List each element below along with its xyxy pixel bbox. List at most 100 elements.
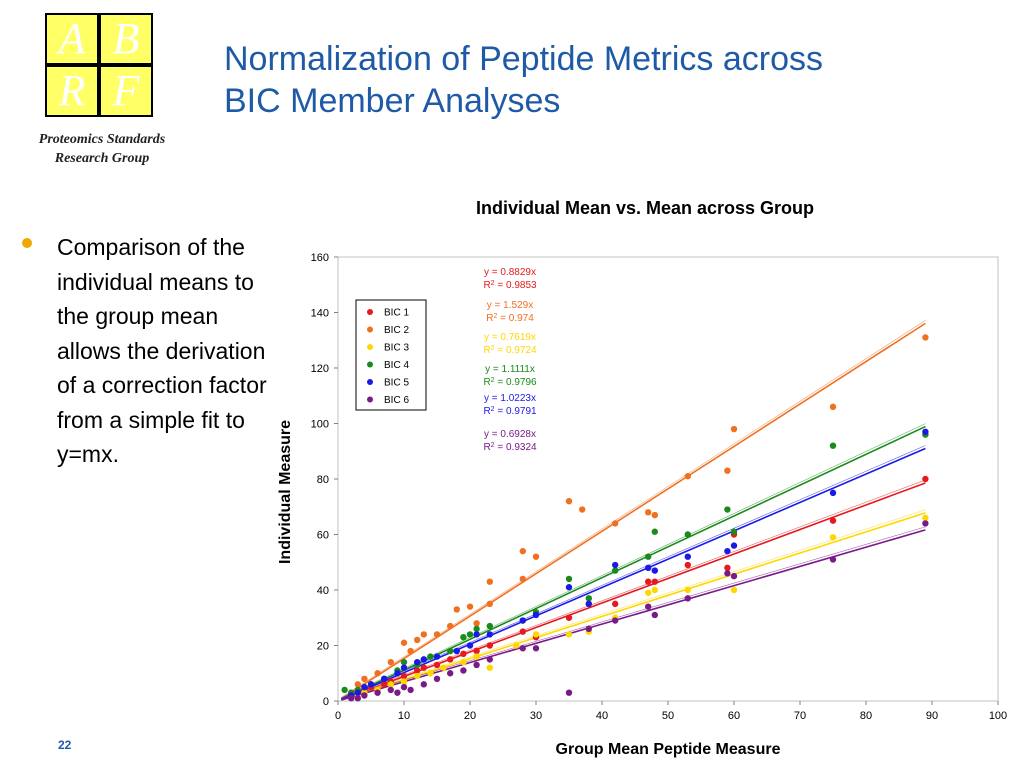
data-point	[922, 514, 929, 522]
data-point	[565, 689, 573, 696]
data-point	[730, 572, 738, 580]
data-point	[730, 586, 738, 594]
data-point	[354, 695, 361, 702]
data-point	[612, 561, 619, 569]
data-point	[473, 620, 480, 627]
data-point	[354, 681, 361, 688]
data-point	[565, 631, 573, 638]
data-point	[519, 547, 526, 555]
data-point	[486, 631, 493, 638]
y-tick-label: 80	[317, 474, 329, 486]
data-point	[381, 675, 388, 682]
legend-label: BIC 1	[384, 308, 409, 319]
data-point	[433, 631, 441, 638]
y-tick-label: 40	[317, 585, 329, 597]
data-point	[420, 656, 427, 663]
data-point	[651, 578, 658, 585]
data-point	[585, 600, 592, 608]
data-point	[361, 683, 368, 691]
data-point	[447, 647, 454, 655]
logo-caption-line: Proteomics Standards	[38, 132, 166, 147]
data-point	[645, 509, 652, 516]
data-point	[486, 600, 493, 608]
slide-title-line: BIC Member Analyses	[224, 82, 561, 120]
data-point	[645, 589, 652, 596]
y-tick-label: 120	[311, 363, 329, 375]
data-point	[684, 595, 691, 602]
equation-label: y = 1.529x	[487, 300, 533, 311]
data-point	[829, 556, 837, 563]
data-point	[460, 633, 467, 641]
data-point	[447, 656, 454, 663]
x-axis-label: Group Mean Peptide Measure	[556, 741, 781, 758]
data-point	[724, 506, 731, 513]
data-point	[829, 403, 837, 411]
data-point	[612, 617, 619, 624]
data-point	[730, 542, 738, 549]
data-point	[565, 498, 573, 505]
y-tick-label: 160	[311, 252, 329, 264]
data-point	[519, 628, 526, 635]
data-point	[565, 575, 573, 583]
x-tick-label: 80	[860, 710, 872, 722]
data-point	[473, 653, 480, 660]
data-point	[730, 528, 738, 535]
logo-letter: F	[101, 67, 151, 115]
data-point	[645, 553, 652, 560]
legend-marker	[367, 379, 373, 385]
trendline	[341, 529, 926, 701]
data-point	[730, 425, 738, 433]
data-point	[612, 567, 619, 574]
data-point	[400, 683, 408, 691]
y-axis-label: Individual Measure	[277, 420, 294, 564]
data-point	[354, 689, 361, 696]
data-point	[367, 681, 375, 688]
data-point	[453, 647, 460, 655]
data-point	[513, 642, 520, 649]
data-point	[486, 656, 493, 663]
legend-label: BIC 5	[384, 378, 409, 389]
x-tick-label: 20	[464, 710, 476, 722]
data-point	[724, 564, 731, 571]
data-point	[684, 586, 691, 594]
data-point	[532, 553, 540, 560]
data-point	[400, 672, 408, 680]
data-point	[427, 670, 434, 677]
bullet-dot-icon	[22, 238, 32, 248]
y-tick-label: 100	[311, 419, 329, 431]
abrf-logo: A B R F	[45, 13, 153, 117]
data-point	[348, 695, 355, 702]
x-tick-label: 60	[728, 710, 740, 722]
chart-title: Individual Mean vs. Mean across Group	[476, 198, 814, 218]
data-point	[466, 631, 474, 638]
data-point	[585, 625, 592, 633]
x-tick-label: 40	[596, 710, 608, 722]
data-point	[519, 645, 526, 652]
y-tick-label: 0	[323, 696, 329, 708]
x-tick-label: 100	[989, 710, 1007, 722]
data-point	[374, 670, 381, 677]
data-point	[829, 534, 837, 541]
data-point	[922, 428, 929, 436]
data-point	[381, 681, 388, 688]
trendline	[341, 512, 926, 701]
data-point	[645, 603, 652, 610]
data-point	[651, 511, 658, 519]
data-point	[407, 647, 414, 655]
trendline-fit	[341, 423, 926, 699]
data-point	[420, 664, 427, 671]
data-point	[433, 661, 441, 669]
bullet-text: Comparison of the individual means to th…	[57, 234, 267, 467]
logo-caption: Proteomics Standards Research Group	[8, 130, 196, 168]
data-point	[341, 686, 348, 694]
r-squared-label: R2 = 0.9853	[483, 280, 537, 292]
equation-label: y = 0.6928x	[484, 429, 536, 440]
data-point	[414, 672, 421, 680]
logo-letter: B	[101, 15, 151, 63]
data-point	[486, 578, 493, 585]
data-point	[374, 689, 381, 696]
x-tick-label: 50	[662, 710, 674, 722]
data-point	[473, 631, 480, 638]
slide-title-line: Normalization of Peptide Metrics across	[224, 40, 824, 78]
